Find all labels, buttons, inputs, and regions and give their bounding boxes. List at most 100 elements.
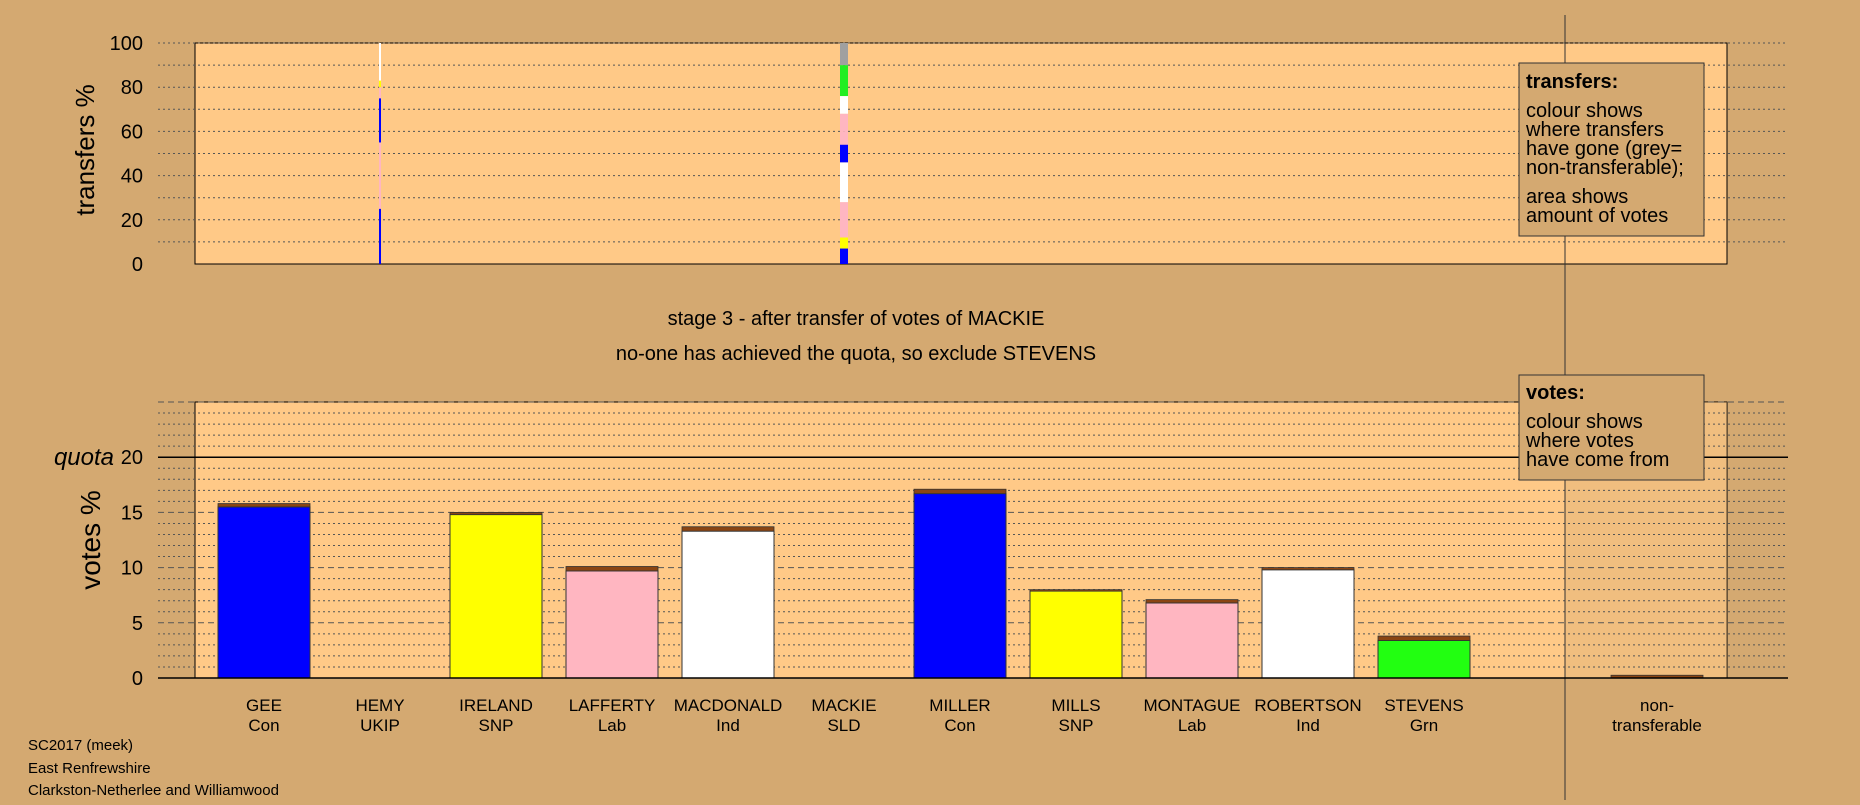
x-label-party: Ind bbox=[716, 716, 740, 735]
x-label-party: UKIP bbox=[360, 716, 400, 735]
vote-bar bbox=[217, 506, 311, 679]
transfer-segment bbox=[840, 162, 848, 203]
vote-transfer-bar bbox=[565, 566, 659, 572]
transfer-segment bbox=[379, 43, 381, 81]
transfers-y-axis-label: transfers % bbox=[70, 84, 100, 216]
x-label-name: HEMY bbox=[355, 696, 404, 715]
footer-line: Clarkston-Netherlee and Williamwood bbox=[28, 782, 279, 799]
quota-label: quota bbox=[54, 444, 114, 471]
transfers-y-tick-label: 40 bbox=[121, 166, 143, 188]
legend-transfers-line: colour shows bbox=[1526, 100, 1643, 122]
votes-y-ticks: 0 5 10 15 20 bbox=[121, 447, 143, 690]
vote-bar bbox=[449, 514, 543, 679]
x-label-party: Con bbox=[248, 716, 279, 735]
x-label-party: Grn bbox=[1410, 716, 1438, 735]
transfer-segment bbox=[840, 43, 848, 66]
vote-transfer-bar bbox=[681, 526, 775, 532]
votes-y-axis-label: votes % bbox=[75, 490, 106, 590]
x-label-party: Lab bbox=[598, 716, 626, 735]
footer-line: SC2017 (meek) bbox=[28, 737, 133, 754]
vote-transfer-bar bbox=[1261, 567, 1355, 571]
legend-votes-title: votes: bbox=[1526, 382, 1585, 404]
votes-y-tick-label: 5 bbox=[132, 613, 143, 635]
x-label-name: ROBERTSON bbox=[1254, 696, 1361, 715]
x-label-name: GEE bbox=[246, 696, 282, 715]
vote-transfer-bar bbox=[1029, 589, 1123, 592]
vote-transfer-bar bbox=[913, 488, 1007, 495]
vote-bar bbox=[1029, 590, 1123, 679]
legend-transfers-line: where transfers bbox=[1525, 119, 1664, 141]
x-label-name: MILLER bbox=[929, 696, 990, 715]
transfer-segment bbox=[840, 202, 848, 238]
x-label-name: MONTAGUE bbox=[1144, 696, 1241, 715]
transfers-plot-area bbox=[194, 42, 1728, 265]
transfer-segment bbox=[840, 96, 848, 114]
footer-line: East Renfrewshire bbox=[28, 760, 151, 777]
vote-transfer-bar bbox=[1377, 635, 1471, 641]
transfers-y-tick-label: 0 bbox=[132, 254, 143, 276]
transfers-y-tick-label: 60 bbox=[121, 121, 143, 143]
x-label-party: SLD bbox=[827, 716, 860, 735]
legend-transfers: transfers: colour shows where transfers … bbox=[1518, 62, 1705, 237]
transfer-segment bbox=[379, 87, 381, 99]
votes-y-tick-label: 20 bbox=[121, 447, 143, 469]
x-axis-labels: GEEConHEMYUKIPIRELANDSNPLAFFERTYLabMACDO… bbox=[246, 696, 1702, 735]
vote-bar bbox=[681, 530, 775, 679]
x-label-name: MILLS bbox=[1051, 696, 1100, 715]
transfer-segment bbox=[379, 80, 381, 88]
legend-transfers-title: transfers: bbox=[1526, 71, 1618, 93]
vote-bar bbox=[1261, 569, 1355, 679]
transfers-y-ticks: 0 20 40 60 80 100 bbox=[110, 33, 143, 276]
transfer-segment bbox=[840, 113, 848, 132]
x-label-party: Ind bbox=[1296, 716, 1320, 735]
x-label-party: transferable bbox=[1612, 716, 1702, 735]
transfer-segment bbox=[840, 65, 848, 97]
transfer-segment bbox=[840, 131, 848, 145]
legend-transfers-box bbox=[1518, 62, 1705, 237]
legend-votes-line: have come from bbox=[1526, 449, 1669, 471]
votes-y-tick-label: 15 bbox=[121, 502, 143, 524]
vote-bar bbox=[565, 570, 659, 679]
x-label-name: STEVENS bbox=[1384, 696, 1463, 715]
transfers-y-tick-label: 20 bbox=[121, 210, 143, 232]
transfers-grid bbox=[158, 42, 1788, 243]
transfer-segment bbox=[840, 248, 848, 264]
legend-transfers-line: have gone (grey= bbox=[1526, 138, 1682, 160]
vote-bar bbox=[913, 493, 1007, 679]
stage-subtitle: no-one has achieved the quota, so exclud… bbox=[616, 343, 1096, 365]
vote-bar bbox=[1377, 639, 1471, 679]
x-label-name: LAFFERTY bbox=[569, 696, 656, 715]
x-label-party: Lab bbox=[1178, 716, 1206, 735]
stage-title: stage 3 - after transfer of votes of MAC… bbox=[668, 308, 1045, 330]
transfer-segment bbox=[379, 142, 381, 209]
transfer-segment bbox=[840, 144, 848, 163]
transfer-columns bbox=[379, 43, 848, 264]
vote-transfer-bar bbox=[449, 512, 543, 516]
x-label-name: MACKIE bbox=[811, 696, 876, 715]
vote-bars bbox=[217, 488, 1704, 679]
x-label-name: MACDONALD bbox=[674, 696, 783, 715]
legend-votes-line: where votes bbox=[1525, 430, 1634, 452]
transfers-y-tick-label: 100 bbox=[110, 33, 143, 55]
votes-y-tick-label: 10 bbox=[121, 558, 143, 580]
transfer-segment bbox=[840, 237, 848, 249]
votes-y-tick-label: 0 bbox=[132, 668, 143, 690]
legend-votes-line: colour shows bbox=[1526, 411, 1643, 433]
transfer-segment bbox=[379, 208, 381, 264]
legend-transfers-line: non-transferable); bbox=[1526, 157, 1684, 179]
x-label-party: SNP bbox=[479, 716, 514, 735]
transfers-y-tick-label: 80 bbox=[121, 77, 143, 99]
x-label-party: Con bbox=[944, 716, 975, 735]
legend-transfers-line: area shows bbox=[1526, 186, 1628, 208]
transfer-segment bbox=[379, 98, 381, 143]
x-label-name: non- bbox=[1640, 696, 1674, 715]
x-label-name: IRELAND bbox=[459, 696, 533, 715]
legend-transfers-line: amount of votes bbox=[1526, 205, 1668, 227]
vote-transfer-bar bbox=[1145, 599, 1239, 604]
legend-votes-box bbox=[1518, 374, 1705, 481]
vote-transfer-bar bbox=[217, 503, 311, 508]
vote-bar bbox=[1145, 602, 1239, 679]
x-label-party: SNP bbox=[1059, 716, 1094, 735]
